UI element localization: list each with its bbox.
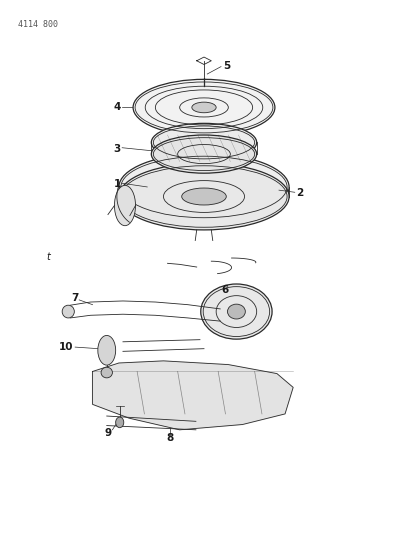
- Text: 1: 1: [114, 179, 121, 189]
- Text: t: t: [46, 252, 50, 262]
- Ellipse shape: [115, 185, 135, 225]
- Text: 10: 10: [59, 342, 73, 352]
- Ellipse shape: [119, 163, 289, 230]
- Ellipse shape: [101, 367, 113, 378]
- Text: 4: 4: [113, 102, 121, 112]
- Ellipse shape: [192, 102, 216, 113]
- Ellipse shape: [151, 123, 257, 161]
- Ellipse shape: [62, 305, 74, 318]
- Ellipse shape: [151, 135, 257, 173]
- Text: 5: 5: [224, 61, 231, 71]
- Ellipse shape: [182, 188, 226, 205]
- Ellipse shape: [133, 79, 275, 135]
- Ellipse shape: [201, 284, 272, 339]
- Text: 9: 9: [104, 428, 112, 438]
- Polygon shape: [93, 361, 293, 430]
- Ellipse shape: [228, 304, 245, 319]
- Text: 7: 7: [71, 293, 78, 303]
- Ellipse shape: [115, 417, 124, 427]
- Ellipse shape: [119, 154, 289, 220]
- Text: 3: 3: [114, 144, 121, 154]
- Ellipse shape: [98, 335, 115, 365]
- Text: 4114 800: 4114 800: [18, 20, 58, 29]
- Text: 2: 2: [296, 188, 304, 198]
- Text: 6: 6: [222, 285, 228, 295]
- Text: 8: 8: [166, 433, 173, 443]
